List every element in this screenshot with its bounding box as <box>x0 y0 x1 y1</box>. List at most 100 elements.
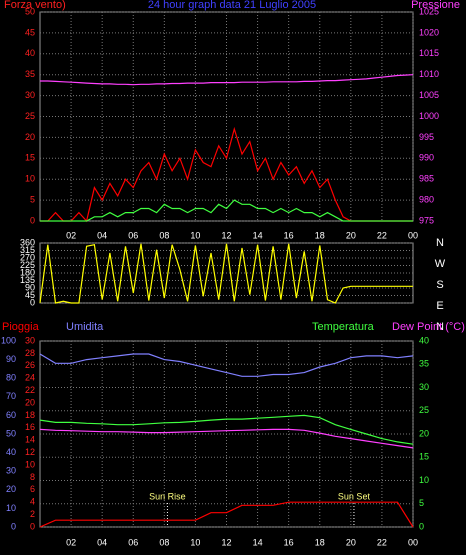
x-tick-label: 22 <box>377 537 387 547</box>
y-tick-label: 26 <box>25 360 35 370</box>
y-tick-label: 45 <box>25 27 35 37</box>
y2-tick-label: 980 <box>419 194 434 204</box>
x-tick-label: 16 <box>284 537 294 547</box>
y2-tick-label: 30 <box>419 382 429 392</box>
y-tick-label: 40 <box>25 48 35 58</box>
compass-label: N <box>436 237 444 249</box>
y3-tick-label: 50 <box>6 428 16 438</box>
y-tick-label: 225 <box>20 260 35 270</box>
y2-tick-label: 10 <box>419 475 429 485</box>
y-tick-label: 45 <box>25 290 35 300</box>
x-tick-label: 16 <box>284 230 294 240</box>
y2-tick-label: 975 <box>419 215 434 225</box>
y3-tick-label: 70 <box>6 391 16 401</box>
y-tick-label: 10 <box>25 459 35 469</box>
x-tick-label: 20 <box>346 537 356 547</box>
y-tick-label: 360 <box>20 237 35 247</box>
x-tick-label: 04 <box>97 230 107 240</box>
series-line <box>39 428 414 449</box>
series-line <box>39 353 414 377</box>
y2-tick-label: 1025 <box>419 6 439 16</box>
y-tick-label: 30 <box>25 335 35 345</box>
y3-tick-label: 60 <box>6 410 16 420</box>
y-tick-label: 0 <box>30 297 35 307</box>
y2-tick-label: 35 <box>419 359 429 369</box>
annotation: Sun Rise <box>149 491 186 501</box>
x-tick-label: 10 <box>190 230 200 240</box>
y-tick-label: 315 <box>20 245 35 255</box>
y-tick-label: 2 <box>30 509 35 519</box>
x-tick-label: 12 <box>221 230 231 240</box>
y-tick-label: 0 <box>30 521 35 531</box>
x-tick-label: 08 <box>159 537 169 547</box>
y2-tick-label: 1000 <box>419 111 439 121</box>
compass-label: S <box>436 279 443 291</box>
y-tick-label: 14 <box>25 435 35 445</box>
y3-tick-label: 10 <box>6 503 16 513</box>
y3-tick-label: 40 <box>6 447 16 457</box>
y-tick-label: 4 <box>30 497 35 507</box>
x-tick-label: 02 <box>66 537 76 547</box>
legend-label: Temperatura <box>312 321 375 333</box>
y-tick-label: 270 <box>20 252 35 262</box>
y-tick-label: 20 <box>25 132 35 142</box>
x-tick-label: 18 <box>315 537 325 547</box>
y-tick-label: 135 <box>20 275 35 285</box>
y-tick-label: 28 <box>25 348 35 358</box>
y2-tick-label: 40 <box>419 335 429 345</box>
x-tick-label: 18 <box>315 230 325 240</box>
y-tick-label: 5 <box>30 194 35 204</box>
y-tick-label: 6 <box>30 484 35 494</box>
y3-tick-label: 90 <box>6 354 16 364</box>
y2-tick-label: 1015 <box>419 48 439 58</box>
y3-tick-label: 30 <box>6 466 16 476</box>
y2-tick-label: 20 <box>419 428 429 438</box>
y-tick-label: 50 <box>25 6 35 16</box>
x-tick-label: 06 <box>128 230 138 240</box>
series-line <box>40 74 414 86</box>
y-tick-label: 18 <box>25 410 35 420</box>
chart-title: 24 hour graph data 21 Luglio 2005 <box>148 0 316 11</box>
y3-tick-label: 20 <box>6 484 16 494</box>
y2-tick-label: 985 <box>419 174 434 184</box>
y2-axis-label: Pressione <box>411 0 460 11</box>
y2-tick-label: 990 <box>419 153 434 163</box>
y-tick-label: 90 <box>25 282 35 292</box>
x-tick-label: 14 <box>253 230 263 240</box>
x-tick-label: 08 <box>159 230 169 240</box>
y-tick-label: 20 <box>25 397 35 407</box>
legend-label: Umidita <box>66 321 104 333</box>
y-tick-label: 25 <box>25 111 35 121</box>
legend-label: Dew Point (°C) <box>392 321 465 333</box>
y2-tick-label: 995 <box>419 132 434 142</box>
series-line <box>39 243 413 304</box>
y-tick-label: 22 <box>25 385 35 395</box>
x-tick-label: 22 <box>377 230 387 240</box>
y-tick-label: 16 <box>25 422 35 432</box>
y-tick-label: 12 <box>25 447 35 457</box>
y-axis-label: Forza vento) <box>4 0 66 11</box>
compass-label: E <box>436 300 443 312</box>
y-tick-label: 10 <box>25 174 35 184</box>
y3-tick-label: 0 <box>11 521 16 531</box>
compass-label: W <box>435 258 446 270</box>
y2-tick-label: 1010 <box>419 69 439 79</box>
x-tick-label: 04 <box>97 537 107 547</box>
y2-tick-label: 0 <box>419 521 424 531</box>
x-tick-label: 20 <box>346 230 356 240</box>
y3-tick-label: 80 <box>6 373 16 383</box>
y-tick-label: 15 <box>25 153 35 163</box>
y3-tick-label: 100 <box>1 335 16 345</box>
annotation: Sun Set <box>338 491 371 501</box>
y2-tick-label: 1005 <box>419 90 439 100</box>
x-tick-label: 12 <box>221 537 231 547</box>
y2-tick-label: 5 <box>419 498 424 508</box>
y-tick-label: 35 <box>25 69 35 79</box>
x-tick-label: 00 <box>408 537 418 547</box>
y-tick-label: 24 <box>25 373 35 383</box>
y2-tick-label: 25 <box>419 405 429 415</box>
x-tick-label: 00 <box>408 230 418 240</box>
y-tick-label: 8 <box>30 472 35 482</box>
x-tick-label: 06 <box>128 537 138 547</box>
